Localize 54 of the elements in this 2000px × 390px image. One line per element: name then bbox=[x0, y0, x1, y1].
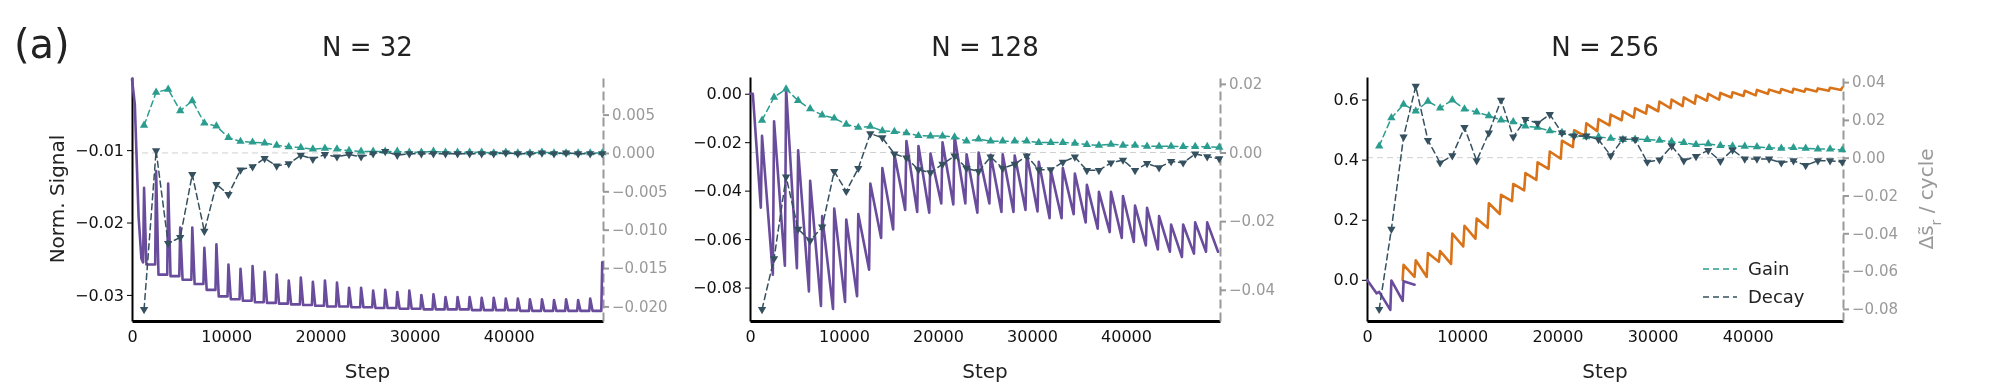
y2-tick-label: −0.02 bbox=[1852, 186, 1898, 205]
x-tick-label: 20000 bbox=[1532, 327, 1584, 347]
x-tick-label: 30000 bbox=[1627, 327, 1679, 347]
y-tick-label: 0.00 bbox=[706, 84, 742, 104]
chart-title: N = 256 bbox=[1551, 32, 1659, 62]
y-tick-label: 0.2 bbox=[1333, 210, 1359, 230]
y2-tick-label: 0.04 bbox=[1852, 73, 1886, 92]
y-tick-label: −0.03 bbox=[74, 285, 124, 305]
y-tick-label: 0.0 bbox=[1333, 270, 1359, 290]
y2-tick-label: 0.000 bbox=[612, 144, 655, 163]
y2-tick-label: −0.04 bbox=[1229, 281, 1275, 300]
y2-tick-label: −0.02 bbox=[1229, 212, 1275, 231]
legend-label: Decay bbox=[1748, 286, 1805, 307]
x-axis-title: Step bbox=[962, 359, 1008, 383]
y-tick-label: −0.06 bbox=[692, 229, 742, 249]
text: (a) bbox=[14, 21, 70, 67]
x-tick-label: 20000 bbox=[913, 327, 964, 347]
x-axis-title: Step bbox=[1582, 359, 1628, 383]
y2-tick-label: 0.00 bbox=[1852, 149, 1886, 167]
y-tick-label: 0.4 bbox=[1333, 150, 1359, 170]
y-tick-label: −0.02 bbox=[692, 132, 742, 152]
x-tick-label: 40000 bbox=[483, 327, 535, 347]
x-tick-label: 0 bbox=[127, 327, 138, 347]
x-tick-label: 0 bbox=[745, 327, 756, 347]
y2-tick-label: −0.015 bbox=[612, 259, 668, 278]
chart-title: N = 128 bbox=[931, 32, 1039, 62]
y2-tick-label: 0.005 bbox=[612, 105, 655, 124]
y-tick-label: −0.04 bbox=[692, 181, 742, 201]
legend-label: Gain bbox=[1748, 258, 1790, 279]
y2-tick-label: −0.020 bbox=[612, 297, 668, 316]
y-axis-title: Norm. Signal bbox=[45, 134, 69, 264]
y2-tick-label: 0.00 bbox=[1229, 143, 1263, 162]
x-axis-title: Step bbox=[344, 359, 391, 383]
y2-tick-label: −0.04 bbox=[1852, 224, 1898, 243]
y-tick-label: 0.6 bbox=[1333, 90, 1359, 110]
y2-tick-label: 0.02 bbox=[1852, 111, 1886, 130]
x-tick-label: 30000 bbox=[1007, 327, 1058, 347]
x-tick-label: 10000 bbox=[1437, 327, 1489, 347]
x-tick-label: 10000 bbox=[819, 327, 870, 347]
y2-tick-label: −0.06 bbox=[1852, 262, 1898, 281]
chart-title: N = 32 bbox=[322, 32, 413, 62]
x-tick-label: 30000 bbox=[389, 327, 441, 347]
y2-tick-label: 0.02 bbox=[1229, 75, 1263, 94]
y2-tick-label: −0.08 bbox=[1852, 300, 1898, 319]
y-tick-label: −0.08 bbox=[692, 278, 742, 298]
x-tick-label: 40000 bbox=[1101, 327, 1152, 347]
x-tick-label: 20000 bbox=[295, 327, 347, 347]
x-tick-label: 40000 bbox=[1722, 327, 1774, 347]
x-tick-label: 0 bbox=[1362, 327, 1373, 347]
x-tick-label: 10000 bbox=[201, 327, 253, 347]
y-tick-label: −0.02 bbox=[74, 213, 124, 233]
y-tick-label: −0.01 bbox=[74, 140, 124, 160]
y2-tick-label: −0.005 bbox=[612, 182, 668, 201]
y2-tick-label: −0.010 bbox=[612, 220, 668, 239]
